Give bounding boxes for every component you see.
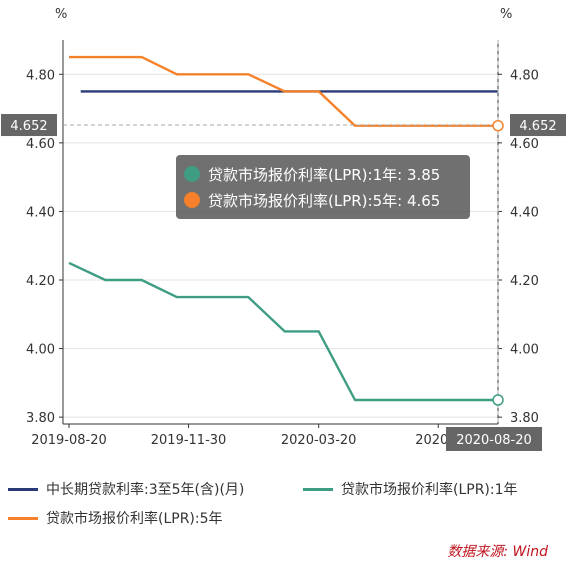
axis-layer: 3.80 3.80 4.00 4.00 4.20 4.20 4.40 4.40 4.60 4.60… [26, 7, 539, 448]
legend-swatch-lpr-5y [8, 516, 38, 520]
y-unit-left: % [55, 7, 67, 22]
y-tick-label-left: 4.40 [26, 205, 55, 220]
tooltip-text-lpr-1y: 贷款市场报价利率(LPR):1年: 3.85 [208, 165, 441, 184]
legend-item-loan-3-5y[interactable]: 中长期贷款利率:3至5年(含)(月) [8, 479, 244, 499]
tooltip-dot-lpr-1y [184, 166, 200, 182]
chart-tooltip: 贷款市场报价利率(LPR):1年: 3.85 贷款市场报价利率(LPR):5年:… [176, 155, 470, 219]
series-line-1 [68, 261, 498, 402]
y-tick-label-left: 4.20 [26, 274, 55, 289]
crosshair-y-label-right: 4.652 [519, 119, 556, 134]
x-tick-label: 2019-11-30 [151, 433, 227, 448]
y-tick-label-left: 4.00 [26, 343, 55, 358]
legend-swatch-loan-3-5y [8, 487, 38, 491]
legend-item-lpr-5y[interactable]: 贷款市场报价利率(LPR):5年 [8, 508, 223, 528]
tooltip-row-lpr-1y: 贷款市场报价利率(LPR):1年: 3.85 [184, 161, 462, 187]
x-tick-label: 2019-08-20 [31, 433, 107, 448]
tooltip-dot-lpr-5y [184, 192, 200, 208]
y-tick-label-right: 4.60 [510, 137, 539, 152]
crosshair-x-label-bg [446, 427, 542, 451]
tooltip-text-lpr-5y: 贷款市场报价利率(LPR):5年: 4.65 [208, 191, 441, 210]
y-tick-label-left: 3.80 [26, 411, 55, 426]
series-layer [68, 55, 498, 402]
y-tick-label-right: 4.00 [510, 343, 539, 358]
crosshair-y-label-left: 4.652 [10, 119, 47, 134]
hover-marker-lpr-1y [492, 394, 504, 406]
x-tick-label: 2020-03-20 [281, 433, 357, 448]
y-tick-label-right: 4.80 [510, 68, 539, 83]
y-unit-right: % [500, 7, 512, 22]
y-tick-label-left: 4.80 [26, 68, 55, 83]
y-tick-label-left: 4.60 [26, 137, 55, 152]
legend-label-loan-3-5y: 中长期贷款利率:3至5年(含)(月) [46, 482, 245, 498]
hover-marker-lpr-5y [492, 119, 504, 132]
y-tick-label-right: 3.80 [510, 411, 539, 426]
tooltip-row-lpr-5y: 贷款市场报价利率(LPR):5年: 4.65 [184, 187, 462, 213]
crosshair-y-label-left-bg [1, 114, 57, 137]
y-tick-label-right: 4.20 [510, 274, 539, 289]
series-line-2 [69, 55, 498, 127]
legend-label-lpr-5y: 贷款市场报价利率(LPR):5年 [46, 511, 223, 527]
legend-label-lpr-1y: 贷款市场报价利率(LPR):1年 [341, 482, 518, 498]
legend-item-lpr-1y[interactable]: 贷款市场报价利率(LPR):1年 [303, 479, 518, 499]
data-source: 数据来源: Wind [447, 544, 548, 560]
y-tick-label-right: 4.40 [510, 205, 539, 220]
crosshair-layer: 4.652 4.652 2020-08-20 [1, 40, 566, 451]
legend-swatch-lpr-1y [303, 487, 333, 491]
crosshair-x-label: 2020-08-20 [456, 433, 532, 448]
crosshair-y-label-right-bg [510, 114, 566, 137]
